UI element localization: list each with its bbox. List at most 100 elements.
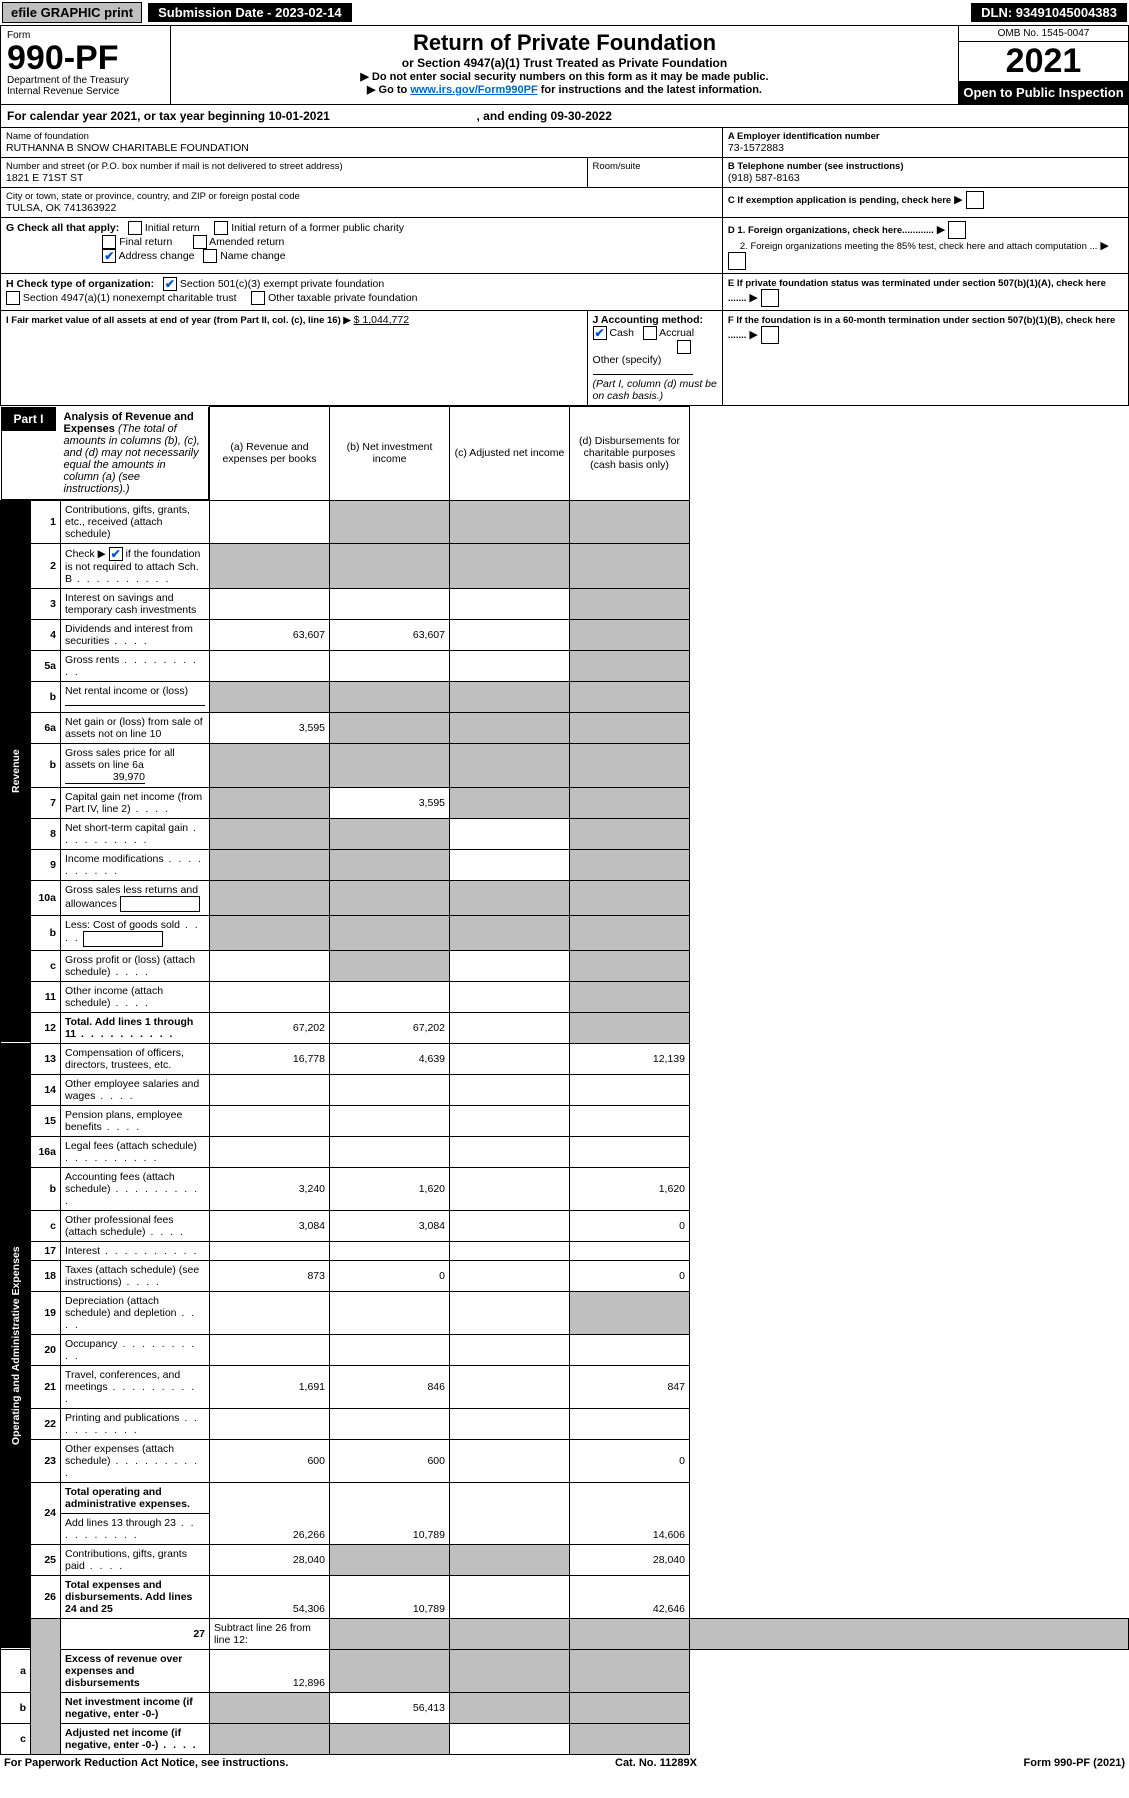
- val-6aa: 3,595: [210, 712, 330, 743]
- f-checkbox[interactable]: [761, 326, 779, 344]
- city-label: City or town, state or province, country…: [6, 191, 717, 202]
- cb-address-change[interactable]: ✔: [102, 249, 116, 263]
- val-23a: 600: [210, 1439, 330, 1482]
- row-15: Pension plans, employee benefits: [61, 1105, 210, 1136]
- val-25d: 28,040: [570, 1544, 690, 1575]
- cb-501c3[interactable]: ✔: [163, 277, 177, 291]
- open-to-public: Open to Public Inspection: [959, 81, 1128, 104]
- row-16c: Other professional fees (attach schedule…: [61, 1210, 210, 1241]
- cb-other-taxable[interactable]: [251, 291, 265, 305]
- val-26b: 10,789: [330, 1575, 450, 1618]
- room-label: Room/suite: [593, 161, 717, 172]
- e-checkbox[interactable]: [761, 289, 779, 307]
- val-21b: 846: [330, 1365, 450, 1408]
- cb-other-method[interactable]: [677, 340, 691, 354]
- val-12b: 67,202: [330, 1012, 450, 1043]
- h-other: Other taxable private foundation: [268, 292, 417, 304]
- row-25: Contributions, gifts, grants paid: [61, 1544, 210, 1575]
- val-4b: 63,607: [330, 619, 450, 650]
- row-20: Occupancy: [61, 1334, 210, 1365]
- cb-4947[interactable]: [6, 291, 20, 305]
- addr-value: 1821 E 71ST ST: [6, 172, 582, 184]
- row-8: Net short-term capital gain: [61, 818, 210, 849]
- row-21: Travel, conferences, and meetings: [61, 1365, 210, 1408]
- cb-accrual[interactable]: [643, 326, 657, 340]
- note-goto-post: for instructions and the latest informat…: [538, 84, 762, 96]
- dln: DLN: 93491045004383: [971, 3, 1127, 22]
- d1-label: D 1. Foreign organizations, check here..…: [728, 225, 934, 236]
- row-19: Depreciation (attach schedule) and deple…: [61, 1291, 210, 1334]
- val-7b: 3,595: [330, 787, 450, 818]
- val-16ba: 3,240: [210, 1167, 330, 1210]
- cal-end: , and ending 09-30-2022: [477, 109, 612, 123]
- footer-right: Form 990-PF (2021): [1024, 1757, 1125, 1769]
- row-2-pre: Check ▶: [65, 547, 109, 559]
- submission-date: Submission Date - 2023-02-14: [148, 3, 352, 22]
- calendar-year-line: For calendar year 2021, or tax year begi…: [0, 105, 1129, 127]
- omb-number: OMB No. 1545-0047: [959, 26, 1128, 42]
- form-number: 990-PF: [7, 41, 164, 75]
- val-26a: 54,306: [210, 1575, 330, 1618]
- row-12: Total. Add lines 1 through 11: [61, 1012, 210, 1043]
- d2-checkbox[interactable]: [728, 252, 746, 270]
- d1-checkbox[interactable]: [948, 221, 966, 239]
- row-23: Other expenses (attach schedule): [61, 1439, 210, 1482]
- row-5a: Gross rents: [61, 650, 210, 681]
- row-7: Capital gain net income (from Part IV, l…: [61, 787, 210, 818]
- row-2: Check ▶ ✔ if the foundation is not requi…: [61, 543, 210, 588]
- note-ssn: ▶ Do not enter social security numbers o…: [181, 70, 948, 83]
- dept-treasury: Department of the Treasury: [7, 75, 164, 86]
- row-9: Income modifications: [61, 849, 210, 880]
- ein-value: 73-1572883: [728, 142, 1123, 154]
- name-label: Name of foundation: [6, 131, 717, 142]
- form-header: Form 990-PF Department of the Treasury I…: [0, 25, 1129, 105]
- expenses-side-label: Operating and Administrative Expenses: [1, 1043, 31, 1649]
- cal-begin: For calendar year 2021, or tax year begi…: [7, 109, 330, 123]
- val-21d: 847: [570, 1365, 690, 1408]
- footer-left: For Paperwork Reduction Act Notice, see …: [4, 1757, 288, 1769]
- g-initial-former: Initial return of a former public charit…: [231, 222, 404, 234]
- row-10c: Gross profit or (loss) (attach schedule): [61, 950, 210, 981]
- ein-label: A Employer identification number: [728, 131, 1123, 142]
- val-16ca: 3,084: [210, 1210, 330, 1241]
- note-goto-pre: ▶ Go to: [367, 84, 410, 96]
- cb-initial[interactable]: [128, 221, 142, 235]
- val-16cd: 0: [570, 1210, 690, 1241]
- irs-link[interactable]: www.irs.gov/Form990PF: [410, 84, 537, 96]
- row-24: Total operating and administrative expen…: [61, 1482, 210, 1513]
- cb-final[interactable]: [102, 235, 116, 249]
- foundation-name: RUTHANNA B SNOW CHARITABLE FOUNDATION: [6, 142, 717, 154]
- col-c-header: (c) Adjusted net income: [450, 407, 570, 501]
- e-label: E If private foundation status was termi…: [728, 278, 1106, 304]
- efile-print-button[interactable]: efile GRAPHIC print: [2, 2, 142, 23]
- cb-sch-b[interactable]: ✔: [109, 547, 123, 561]
- c-checkbox[interactable]: [966, 191, 984, 209]
- val-27bb: 56,413: [330, 1692, 450, 1723]
- g-name: Name change: [220, 250, 285, 262]
- row-13: Compensation of officers, directors, tru…: [61, 1043, 210, 1074]
- val-4a: 63,607: [210, 619, 330, 650]
- row-14: Other employee salaries and wages: [61, 1074, 210, 1105]
- tax-year: 2021: [959, 42, 1128, 81]
- row-5b: Net rental income or (loss): [61, 681, 210, 712]
- cb-cash[interactable]: ✔: [593, 326, 607, 340]
- g-label: G Check all that apply:: [6, 222, 119, 234]
- i-value: $ 1,044,772: [354, 314, 409, 326]
- cb-amended[interactable]: [193, 235, 207, 249]
- val-23d: 0: [570, 1439, 690, 1482]
- val-12a: 67,202: [210, 1012, 330, 1043]
- h-4947: Section 4947(a)(1) nonexempt charitable …: [23, 292, 237, 304]
- val-13a: 16,778: [210, 1043, 330, 1074]
- val-18b: 0: [330, 1260, 450, 1291]
- row-1: Contributions, gifts, grants, etc., rece…: [61, 500, 210, 543]
- g-amended: Amended return: [209, 236, 284, 248]
- cb-initial-former[interactable]: [214, 221, 228, 235]
- footer: For Paperwork Reduction Act Notice, see …: [0, 1755, 1129, 1771]
- form-title: Return of Private Foundation: [181, 30, 948, 56]
- row-10a: Gross sales less returns and allowances: [61, 880, 210, 915]
- d2-label: 2. Foreign organizations meeting the 85%…: [728, 241, 1098, 252]
- val-18d: 0: [570, 1260, 690, 1291]
- cb-name-change[interactable]: [203, 249, 217, 263]
- i-label: I Fair market value of all assets at end…: [6, 315, 351, 326]
- row-18: Taxes (attach schedule) (see instruction…: [61, 1260, 210, 1291]
